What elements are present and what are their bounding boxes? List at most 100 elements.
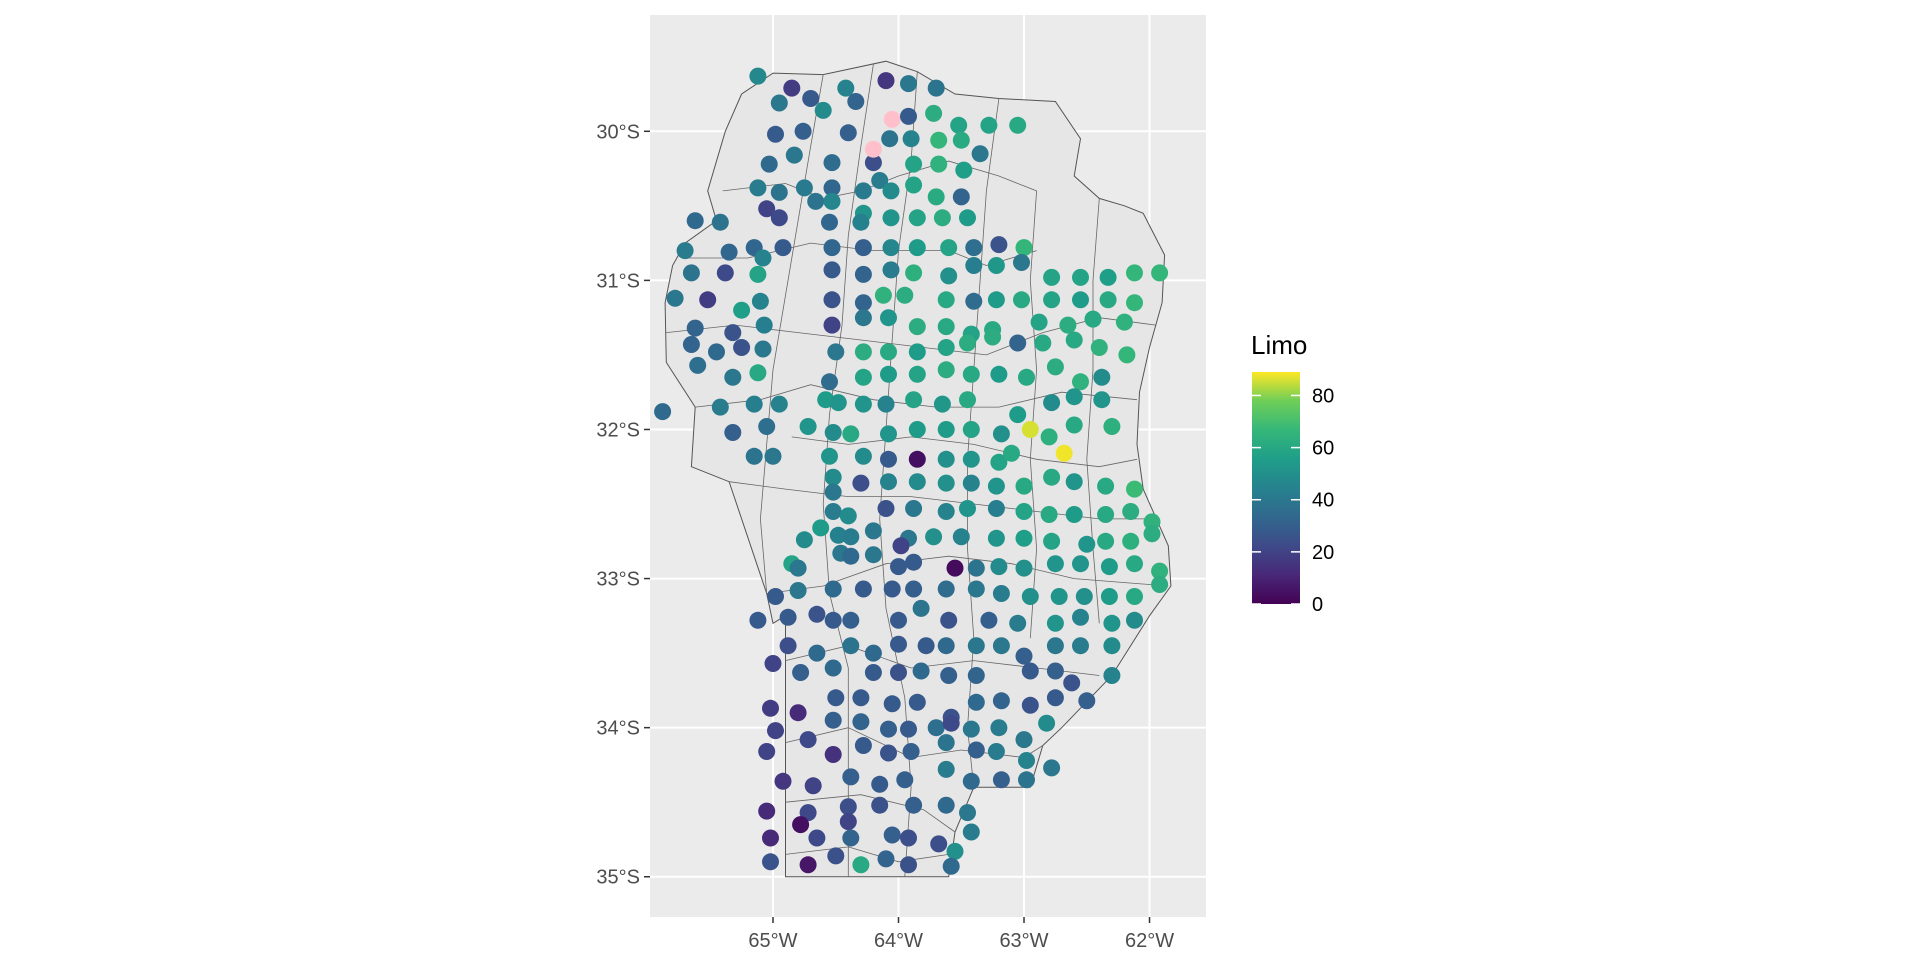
data-point (1143, 513, 1161, 531)
data-point (890, 611, 907, 629)
data-point (990, 453, 1008, 471)
data-point (708, 343, 725, 361)
y-axis-ticks: 30°S 31°S 32°S 33°S 34°S 35°S (596, 121, 650, 889)
data-point (789, 559, 807, 577)
data-point (962, 450, 980, 468)
data-point (1009, 406, 1027, 424)
data-point (1021, 696, 1039, 714)
data-point (842, 768, 860, 786)
data-point (905, 580, 923, 598)
data-point (774, 239, 792, 257)
data-point (666, 289, 684, 307)
data-point (890, 558, 907, 576)
data-point (767, 588, 784, 605)
data-point (925, 528, 943, 546)
data-point (1003, 444, 1020, 462)
data-point (987, 291, 1005, 309)
data-point (912, 599, 930, 617)
y-tick-label: 35°S (596, 867, 640, 889)
data-point (927, 79, 945, 97)
data-point (1103, 614, 1121, 632)
data-point (749, 67, 767, 85)
data-point (799, 731, 817, 749)
data-point (902, 743, 920, 760)
data-point (1065, 331, 1083, 349)
legend-label: 0 (1312, 594, 1323, 616)
data-point (770, 395, 788, 413)
data-point (1043, 291, 1061, 309)
data-point (1126, 480, 1143, 498)
data-point (877, 500, 895, 517)
data-point (864, 154, 882, 172)
data-point (821, 373, 838, 391)
data-point (930, 131, 948, 149)
data-point (804, 777, 822, 795)
data-point (992, 771, 1010, 789)
data-point (749, 179, 767, 197)
data-point (908, 421, 926, 438)
data-point (711, 398, 729, 416)
data-point (937, 474, 955, 492)
data-point (758, 802, 776, 820)
data-point (1021, 588, 1039, 605)
data-point (1100, 558, 1118, 576)
data-point (942, 857, 960, 875)
data-point (762, 699, 779, 717)
data-point (905, 500, 923, 517)
data-point (882, 209, 900, 227)
data-point (808, 644, 826, 662)
data-point (1065, 416, 1083, 434)
data-point (992, 692, 1010, 710)
data-point (937, 339, 955, 356)
data-point (754, 249, 772, 267)
data-point (1126, 611, 1143, 629)
data-point (900, 856, 917, 874)
data-point (987, 477, 1005, 495)
data-point (933, 395, 951, 413)
x-tick-label: 63°W (999, 930, 1048, 952)
data-point (847, 93, 865, 110)
data-point (720, 243, 738, 261)
data-point (824, 503, 842, 520)
data-point (900, 829, 917, 847)
data-point (764, 447, 782, 465)
data-point (852, 856, 870, 874)
data-point (1034, 334, 1052, 352)
data-point (905, 391, 923, 409)
data-point (1118, 346, 1136, 364)
data-point (880, 744, 897, 762)
data-point (1046, 555, 1064, 573)
data-point (967, 637, 985, 655)
data-point (1059, 316, 1077, 334)
legend-label: 40 (1312, 490, 1334, 512)
data-point (1084, 310, 1102, 328)
legend-label: 80 (1312, 385, 1334, 407)
data-point (1072, 608, 1089, 626)
data-point (824, 746, 842, 763)
data-point (1040, 506, 1058, 523)
data-point (823, 239, 841, 257)
data-point (937, 318, 955, 336)
data-point (1063, 674, 1081, 692)
data-point (927, 188, 945, 206)
data-point (1090, 339, 1108, 356)
data-point (711, 213, 729, 231)
legend: Limo 80 60 40 20 0 (1251, 330, 1334, 616)
data-point (942, 714, 960, 732)
data-point (890, 664, 907, 681)
data-point (871, 796, 889, 814)
data-point (1015, 529, 1033, 547)
data-point (1143, 525, 1161, 543)
data-point (880, 720, 897, 738)
data-point (758, 418, 776, 435)
data-point (880, 365, 897, 383)
data-point (852, 474, 870, 492)
data-point (896, 771, 914, 789)
data-point (987, 500, 1005, 517)
data-point (1100, 588, 1118, 605)
data-point (1115, 313, 1133, 331)
data-point (908, 239, 926, 257)
data-point (905, 264, 923, 282)
data-point (962, 421, 980, 438)
data-point (716, 264, 734, 282)
